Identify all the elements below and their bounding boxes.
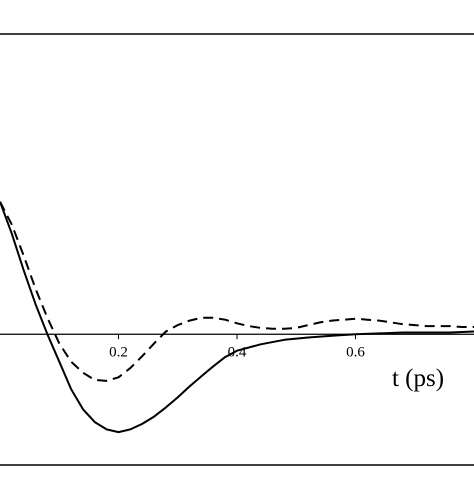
x-tick-label: 0.6	[346, 344, 365, 360]
x-tick-label: 0.2	[109, 344, 128, 360]
x-axis-label: t (ps)	[392, 365, 444, 392]
series-layer	[0, 201, 474, 434]
solid-series-line	[0, 201, 474, 434]
x-tick-label: 0.4	[228, 344, 247, 360]
dashed-series-line	[0, 201, 474, 382]
x-axis: 0.2 0.4 0.6	[0, 333, 474, 360]
